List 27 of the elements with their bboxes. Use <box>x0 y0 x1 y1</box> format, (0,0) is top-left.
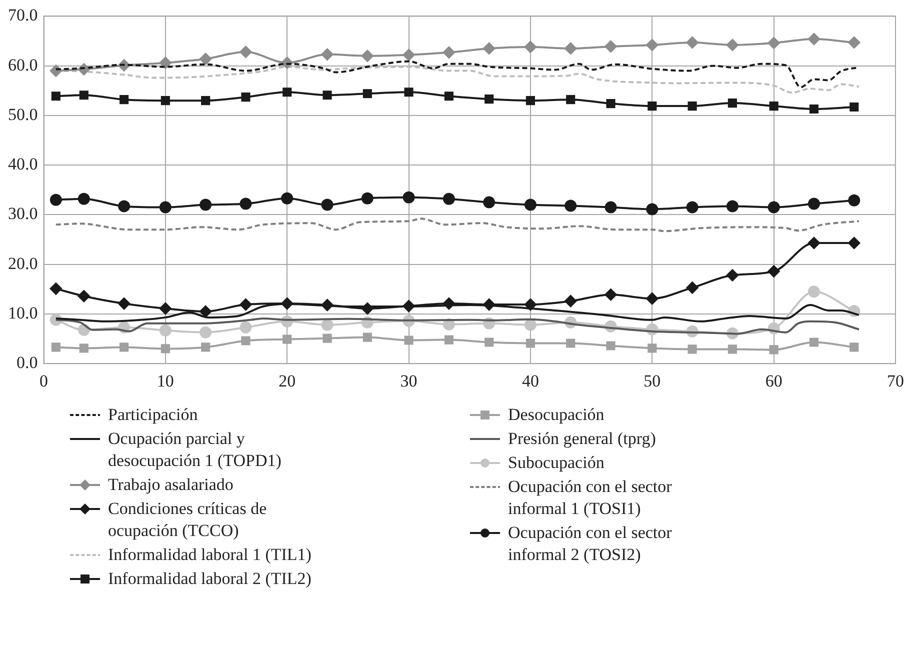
legend-label: Ocupación con el sector informal 2 (TOSI2) <box>508 522 673 566</box>
legend-label: Ocupación con el sector informal 1 (TOSI1) <box>508 476 673 520</box>
legend-label: Ocupación parcial y desocupación 1 (TOPD1) <box>108 428 282 472</box>
y-tick-label: 10.0 <box>8 303 38 322</box>
x-tick-label: 20 <box>278 371 296 390</box>
y-tick-label: 30.0 <box>8 204 38 224</box>
legend-label: Condiciones críticas de ocupación (TCCO) <box>108 498 268 542</box>
y-tick-label: 50.0 <box>8 104 38 124</box>
legend-label: Trabajo asalariado <box>108 474 234 496</box>
x-tick-label: 60 <box>765 371 782 390</box>
x-tick-label: 30 <box>400 371 418 390</box>
y-tick-label: 60.0 <box>8 55 38 74</box>
y-tick-label: 0.0 <box>16 353 38 372</box>
legend-label: Informalidad laboral 1 (TIL1) <box>108 544 312 566</box>
legend-label: Subocupación <box>508 452 606 474</box>
x-tick-label: 50 <box>644 371 661 390</box>
x-tick-label: 0 <box>40 371 48 390</box>
x-tick-label: 10 <box>156 371 174 390</box>
y-tick-label: 70.0 <box>8 6 38 25</box>
legend-label: Presión general (tprg) <box>508 428 657 450</box>
legend-label: Participación <box>108 404 199 426</box>
legend-label: Informalidad laboral 2 (TIL2) <box>108 568 312 590</box>
x-tick-label: 40 <box>522 371 539 390</box>
x-tick-label: 70 <box>887 371 904 390</box>
y-tick-label: 20.0 <box>8 254 38 273</box>
legend-label: Desocupación <box>508 404 606 426</box>
y-tick-label: 40.0 <box>8 154 38 174</box>
